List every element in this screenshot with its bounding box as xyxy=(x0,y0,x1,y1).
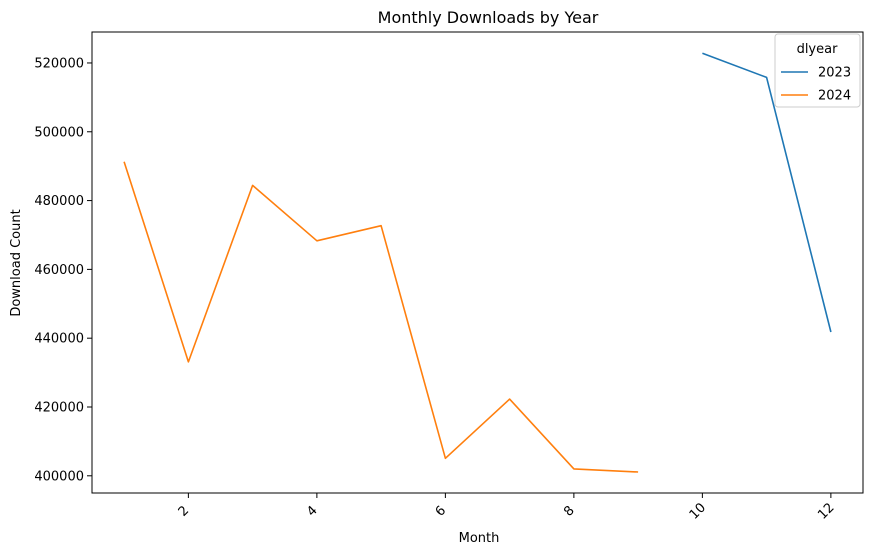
y-tick-label: 400000 xyxy=(34,469,84,484)
y-axis-label: Download Count xyxy=(9,209,24,316)
series-line-2024 xyxy=(123,161,639,473)
legend-label-2023: 2023 xyxy=(818,66,851,81)
legend-label-2024: 2024 xyxy=(818,89,851,104)
y-tick-label: 500000 xyxy=(34,125,84,140)
y-tick-label: 420000 xyxy=(34,400,84,415)
legend: dlyear 2023 2024 xyxy=(774,33,861,108)
legend-items: 2023 2024 xyxy=(781,66,851,104)
y-tick-label: 440000 xyxy=(34,332,84,347)
y-axis-ticks: 400000 420000 440000 460000 480000 500000 5200… xyxy=(34,56,92,484)
chart-title: Monthly Downloads by Year xyxy=(378,8,599,27)
legend-box xyxy=(774,33,861,108)
x-axis-label: Month xyxy=(459,531,500,546)
y-tick-label: 480000 xyxy=(34,194,84,209)
series-line-2023 xyxy=(702,52,832,333)
legend-title: dlyear xyxy=(797,42,839,57)
y-tick-label: 520000 xyxy=(34,56,84,71)
y-tick-label: 460000 xyxy=(34,263,84,278)
axes-frame xyxy=(91,31,864,494)
series-layer xyxy=(123,52,832,473)
